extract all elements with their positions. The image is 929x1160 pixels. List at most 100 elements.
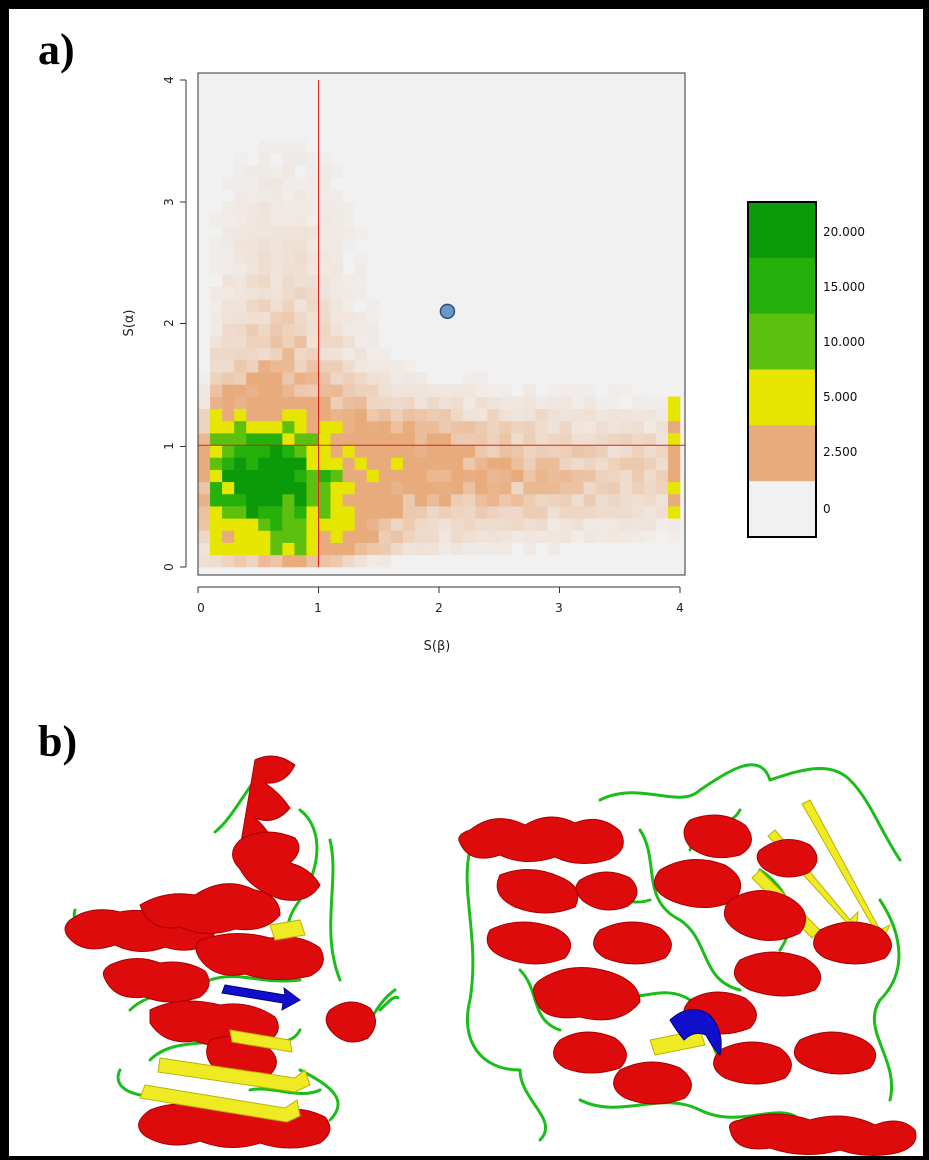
heatmap-cell [330, 311, 343, 324]
left-protein-cartoon [64, 755, 400, 1149]
heatmap-cell [607, 493, 621, 507]
heatmap-cell [354, 530, 367, 543]
heatmap-cell [631, 506, 645, 519]
heatmap-cell [499, 481, 512, 495]
heatmap-cell [270, 384, 283, 397]
heatmap-cell [270, 457, 283, 470]
heatmap-cell [487, 408, 500, 422]
heatmap-cell [222, 420, 235, 434]
heatmap-cell [282, 530, 295, 543]
heatmap-cell [234, 347, 247, 361]
heatmap-cell [294, 274, 307, 288]
heatmap-cell [511, 469, 524, 483]
heatmap-cell [426, 445, 440, 458]
heatmap-cell [475, 384, 488, 397]
heatmap-cell [258, 140, 271, 154]
heatmap-cell [390, 481, 404, 495]
heatmap-cell [631, 408, 645, 422]
heatmap-cell [583, 396, 596, 410]
heatmap-cell [463, 506, 476, 519]
heatmap-cell [595, 457, 608, 470]
heatmap-cell [523, 493, 536, 507]
heatmap-cell [390, 542, 404, 556]
heatmap-cell [499, 420, 512, 434]
heatmap-cell [523, 542, 536, 556]
heatmap-cell [210, 518, 223, 531]
heatmap-cell [318, 274, 331, 288]
heatmap-cell [511, 481, 524, 495]
heatmap-cell [282, 226, 295, 239]
heatmap-cell [318, 554, 331, 568]
y-ticks [180, 79, 186, 568]
heatmap-cell [306, 530, 319, 543]
heatmap-cell [559, 457, 572, 470]
heatmap-cell [366, 542, 380, 556]
heatmap-cell [222, 481, 235, 495]
heatmap-cell [318, 530, 331, 543]
heatmap-cell [475, 372, 488, 385]
heatmap-cell [439, 469, 452, 483]
heatmap-cell [667, 445, 681, 458]
heatmap-cell [366, 433, 380, 446]
heatmap-cell [366, 457, 380, 470]
heatmap-cell [270, 311, 283, 324]
heatmap-cell [643, 408, 657, 422]
heatmap-cell [439, 493, 452, 507]
heatmap-cell [198, 457, 211, 470]
heatmap-cell [282, 518, 295, 531]
heatmap-cell [547, 542, 560, 556]
heatmap-cell [354, 226, 367, 239]
heatmap-cell [330, 384, 343, 397]
heatmap-cell [222, 433, 235, 446]
heatmap-cell [655, 493, 669, 507]
heatmap-cell [234, 274, 247, 288]
heatmap-cell [318, 347, 331, 361]
heatmap-cell [439, 420, 452, 434]
heatmap-cell [294, 177, 307, 190]
heatmap-cell [523, 518, 536, 531]
heatmap-cell [270, 299, 283, 312]
heatmap-cell [426, 481, 440, 495]
heatmap-cell [402, 360, 416, 373]
legend-swatch [748, 202, 816, 259]
heatmap-cell [270, 554, 283, 568]
heatmap-cell [402, 433, 416, 446]
heatmap-cell [258, 360, 271, 373]
heatmap-cell [342, 542, 355, 556]
heatmap-cell [258, 299, 271, 312]
heatmap-cell [523, 408, 536, 422]
heatmap-cell [426, 530, 440, 543]
heatmap-cell [451, 530, 464, 543]
heatmap-cell [426, 433, 440, 446]
heatmap-cell [234, 335, 247, 349]
heatmap-cell [342, 396, 355, 410]
heatmap-cell [583, 445, 596, 458]
heatmap-cell [354, 408, 367, 422]
heatmap-cell [439, 530, 452, 543]
heatmap-cell [234, 153, 247, 166]
heatmap-cell [270, 372, 283, 385]
heatmap-cell [330, 238, 343, 251]
heatmap-cell [607, 457, 621, 470]
heatmap-cell [318, 311, 331, 324]
heatmap-cell [318, 360, 331, 373]
heatmap-cell [306, 286, 319, 300]
heatmap-cell [535, 518, 548, 531]
heatmap-cell [270, 177, 283, 190]
heatmap-cell [234, 506, 247, 519]
heatmap-cell [366, 396, 380, 410]
heatmap-cell [583, 506, 596, 519]
heatmap-cell [246, 408, 259, 422]
heatmap-cell [390, 506, 404, 519]
heatmap-cell [306, 177, 319, 190]
heatmap-cell [607, 445, 621, 458]
heatmap-cell [222, 493, 235, 507]
heatmap-cell [246, 469, 259, 483]
heatmap-cell [390, 445, 404, 458]
heatmap-cell [595, 433, 608, 446]
heatmap-cell [378, 420, 392, 434]
heatmap-cell [523, 433, 536, 446]
heatmap-cell [210, 360, 223, 373]
heatmap-cell [463, 372, 476, 385]
heatmap-cell [342, 506, 355, 519]
